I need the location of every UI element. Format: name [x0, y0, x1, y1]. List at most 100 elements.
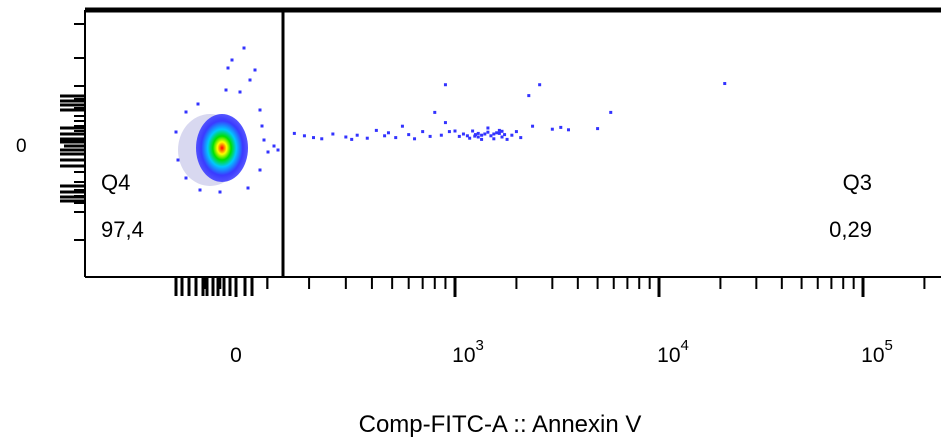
population-outlier-dot-5 [238, 90, 242, 94]
event-dot-50 [527, 94, 531, 98]
event-dot-21 [447, 130, 451, 134]
population-outlier-dot-17 [174, 130, 178, 134]
population-outlier-dot-16 [176, 158, 180, 162]
event-dot-54 [486, 130, 490, 134]
population-outlier-dot-19 [196, 102, 200, 106]
event-dot-59 [500, 129, 504, 133]
event-dot-10 [383, 134, 387, 138]
event-dot-38 [503, 133, 507, 137]
population-outlier-dot-14 [198, 188, 202, 192]
event-dot-32 [486, 126, 490, 130]
event-dot-48 [596, 127, 600, 131]
event-dot-5 [344, 135, 348, 139]
event-dot-13 [400, 124, 404, 128]
x-tick-1000-base: 10 [452, 344, 475, 367]
event-dot-24 [461, 132, 465, 136]
event-dot-3 [320, 137, 324, 141]
population-outlier-dot-1 [242, 46, 246, 50]
event-dot-52 [723, 82, 727, 86]
event-dot-56 [497, 131, 501, 135]
event-dot-20 [443, 121, 447, 125]
event-dot-1 [302, 134, 306, 138]
event-dot-40 [510, 133, 514, 137]
event-dot-35 [495, 131, 499, 135]
population-outlier-dot-11 [258, 168, 262, 172]
x-tick-label-1000: 103 [452, 337, 484, 367]
population-outlier-dot-18 [184, 110, 188, 114]
event-dot-9 [374, 128, 378, 132]
event-dot-18 [433, 110, 437, 114]
event-dot-22 [453, 129, 457, 133]
quadrant-q4-percent: 97,4 [101, 217, 144, 242]
event-dot-58 [473, 134, 477, 138]
population-outlier-dot-10 [266, 150, 270, 154]
x-axis-title: Comp-FITC-A :: Annexin V [359, 411, 642, 438]
population-density [196, 114, 248, 182]
event-dot-55 [492, 132, 496, 136]
x-tick-label-0: 0 [230, 344, 242, 367]
y-axis-ticks [60, 23, 85, 241]
x-tick-100000-base: 10 [861, 344, 884, 367]
event-dot-51 [443, 83, 447, 87]
event-dot-11 [386, 131, 390, 135]
quadrant-q3-name: Q3 [843, 170, 872, 195]
x-tick-0-base: 0 [230, 344, 242, 367]
population-outlier-dot-2 [253, 68, 257, 72]
event-dot-36 [497, 128, 501, 132]
x-tick-10000-exp: 4 [681, 337, 689, 354]
event-dot-43 [531, 124, 535, 128]
event-dot-46 [559, 125, 563, 129]
quadrant-q4-name: Q4 [101, 170, 130, 195]
event-dot-2 [312, 136, 316, 140]
x-tick-10000-base: 10 [657, 344, 680, 367]
population-outlier-dot-6 [224, 88, 228, 92]
event-dot-42 [519, 136, 523, 140]
population-outlier-dot-8 [260, 124, 264, 128]
event-dot-14 [407, 133, 411, 137]
event-dot-8 [365, 136, 369, 140]
main-cell-population [178, 114, 248, 186]
event-dot-15 [413, 137, 417, 141]
event-dot-26 [468, 136, 472, 140]
population-outlier-dot-3 [226, 66, 230, 70]
event-dot-19 [439, 133, 443, 137]
event-dot-34 [492, 137, 496, 141]
event-dot-0 [292, 131, 296, 135]
x-tick-label-100000: 105 [861, 337, 893, 367]
event-dot-41 [514, 130, 518, 134]
x-tick-label-10000: 104 [657, 337, 689, 367]
population-outlier-dot-12 [246, 186, 250, 190]
event-dot-12 [394, 136, 398, 140]
event-dot-39 [505, 137, 509, 141]
population-outlier-dot-20 [272, 144, 276, 148]
event-dot-37 [500, 135, 504, 139]
x-tick-1000-exp: 3 [476, 337, 484, 354]
population-outlier-dot-21 [276, 148, 280, 152]
event-dot-6 [350, 137, 354, 141]
event-dot-4 [331, 132, 335, 136]
y-tick-label-0: 0 [16, 136, 27, 157]
event-dot-7 [355, 133, 359, 137]
event-dot-25 [465, 134, 469, 138]
event-dot-33 [489, 134, 493, 138]
population-outlier-dot-15 [184, 176, 188, 180]
quadrant-q3-percent: 0,29 [829, 217, 872, 242]
event-dot-57 [480, 133, 484, 137]
population-outlier-dot-13 [218, 190, 222, 194]
x-axis-ticks [174, 277, 926, 297]
event-dot-30 [480, 137, 484, 141]
event-dot-17 [428, 134, 432, 138]
event-dot-29 [476, 135, 480, 139]
population-outlier-dot-7 [258, 108, 262, 112]
event-dot-47 [566, 128, 570, 132]
population-outlier-dot-4 [248, 78, 252, 82]
event-dot-45 [550, 127, 554, 131]
event-dot-23 [457, 134, 461, 138]
x-tick-100000-exp: 5 [885, 337, 893, 354]
event-dot-27 [471, 129, 475, 133]
event-dot-44 [538, 83, 542, 87]
population-outlier-dot-9 [262, 138, 266, 142]
event-dot-53 [476, 131, 480, 135]
event-dots [174, 46, 727, 194]
